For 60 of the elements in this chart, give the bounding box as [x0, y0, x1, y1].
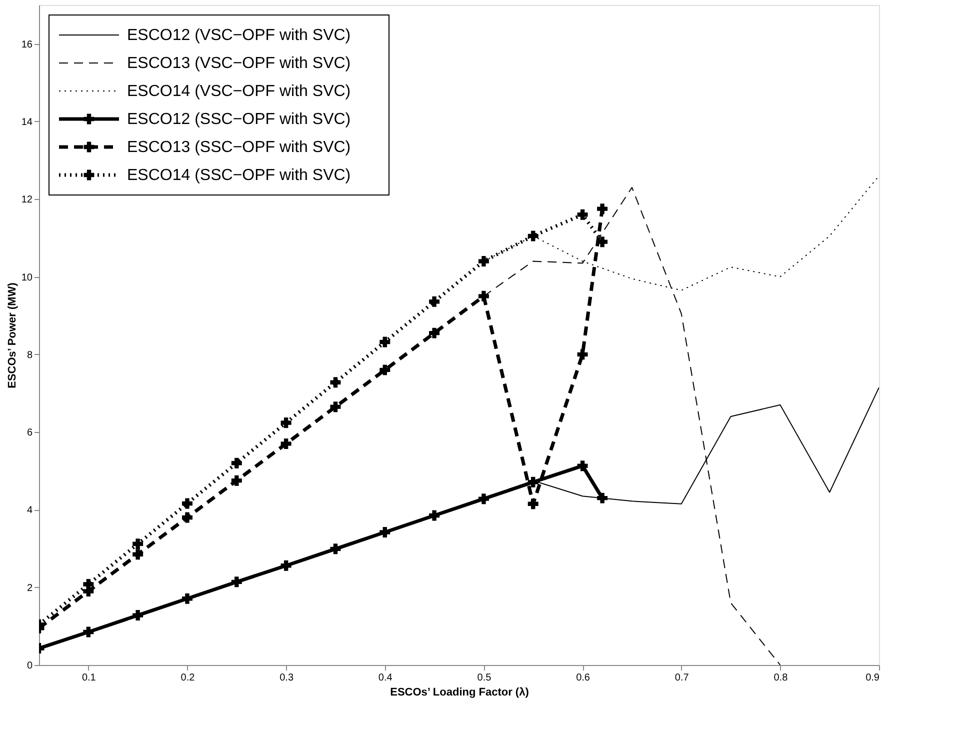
point [231, 458, 242, 468]
y-axis-title: ESCOs’ Power (MW) [6, 282, 18, 388]
y-tick-label: 6 [26, 428, 33, 439]
legend-label: ESCO14 (SSC−OPF with SVC) [127, 167, 351, 184]
point [528, 498, 538, 510]
y-tick-label: 10 [21, 272, 33, 284]
point [528, 476, 538, 488]
legend-label: ESCO13 (VSC−OPF with SVC) [127, 55, 351, 72]
point [380, 526, 390, 538]
point [597, 492, 608, 504]
x-axis-title: ESCOs’ Loading Factor (λ) [390, 686, 530, 698]
y-tick-label: 0 [26, 660, 33, 672]
point [280, 417, 292, 428]
point [182, 593, 192, 604]
point [83, 579, 94, 590]
point [280, 438, 292, 449]
point [132, 538, 144, 550]
x-tick-label: 0.4 [378, 672, 393, 684]
point [380, 336, 390, 348]
y-tick-label: 2 [26, 582, 33, 594]
point [83, 626, 94, 638]
legend-label: ESCO12 (VSC−OPF with SVC) [127, 27, 351, 44]
x-tick-label: 0.5 [477, 672, 492, 684]
point [380, 364, 390, 376]
point [132, 610, 144, 621]
x-tick-label: 0.9 [866, 672, 880, 684]
y-tick-label: 12 [21, 194, 33, 206]
point [231, 576, 242, 588]
y-tick-label: 4 [26, 505, 33, 516]
x-tick-label: 0.1 [82, 672, 96, 684]
legend-label: ESCO14 (VSC−OPF with SVC) [127, 83, 351, 100]
point [231, 475, 242, 486]
x-tick-label: 0.3 [280, 672, 294, 684]
point [330, 544, 341, 554]
y-tick-label: 14 [21, 116, 33, 128]
point [478, 256, 489, 266]
point [330, 377, 341, 388]
point [182, 498, 192, 509]
point [528, 230, 538, 242]
point [429, 296, 440, 307]
x-tick-label: 0.7 [674, 672, 690, 684]
point [182, 512, 192, 523]
point [330, 402, 341, 412]
point [577, 460, 588, 472]
point [577, 349, 588, 360]
point [478, 290, 489, 302]
x-tick-label: 0.8 [774, 672, 788, 684]
point [577, 209, 588, 220]
x-tick-label: 0.2 [180, 672, 196, 684]
point [597, 204, 608, 214]
point [429, 510, 440, 521]
point [478, 494, 489, 504]
legend-label: ESCO12 (SSC−OPF with SVC) [127, 111, 351, 128]
point [429, 328, 440, 338]
point [280, 560, 292, 571]
y-tick-label: 16 [21, 39, 33, 50]
legend-label: ESCO13 (SSC−OPF with SVC) [127, 139, 351, 156]
x-tick-label: 0.6 [576, 672, 590, 684]
point [132, 549, 144, 560]
y-tick-label: 8 [26, 350, 33, 361]
